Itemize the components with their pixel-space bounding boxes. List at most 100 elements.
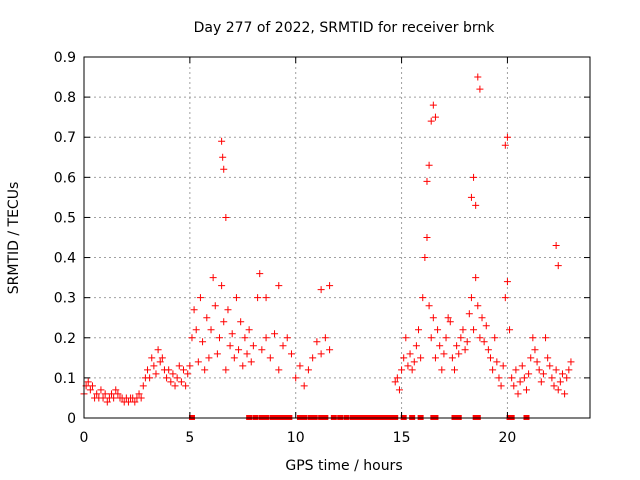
data-point: [489, 366, 497, 374]
y-tick-label: 0.5: [54, 210, 76, 226]
data-point: [465, 310, 473, 318]
y-tick-label: 0.1: [54, 371, 76, 387]
data-point: [169, 370, 177, 378]
data-point: [472, 201, 480, 209]
data-point: [419, 294, 427, 302]
x-tick-label: 20: [499, 430, 517, 446]
data-point: [522, 386, 530, 394]
data-point: [427, 334, 435, 342]
data-point: [427, 117, 435, 125]
data-point: [177, 378, 185, 386]
data-point: [408, 366, 416, 374]
data-point: [237, 318, 245, 326]
data-point: [254, 294, 262, 302]
data-point: [213, 350, 221, 358]
data-point: [470, 173, 478, 181]
y-tick-label: 0.8: [54, 90, 76, 106]
data-point: [480, 338, 488, 346]
data-point: [514, 390, 522, 398]
data-point: [218, 137, 226, 145]
data-point: [103, 398, 111, 406]
data-point: [232, 294, 240, 302]
data-point: [423, 234, 431, 241]
x-tick-label: 10: [287, 430, 305, 446]
data-point: [404, 362, 412, 370]
data-point: [457, 334, 465, 342]
data-point: [108, 390, 116, 398]
data-point: [412, 342, 420, 350]
data-point: [402, 334, 410, 342]
data-point: [423, 177, 431, 185]
data-point: [448, 354, 456, 362]
data-point: [190, 306, 198, 314]
data-point: [226, 342, 234, 350]
data-point: [222, 213, 230, 221]
data-point: [192, 326, 200, 334]
data-point: [317, 350, 325, 358]
data-point: [525, 370, 533, 378]
data-point: [86, 386, 94, 394]
data-point: [503, 278, 511, 286]
y-tick-label: 0.9: [54, 50, 76, 66]
data-point: [317, 286, 325, 294]
data-point: [531, 346, 539, 354]
data-point: [219, 153, 227, 161]
data-point: [467, 294, 475, 302]
data-point: [395, 386, 403, 394]
data-point: [184, 370, 192, 378]
data-point: [300, 382, 308, 390]
data-point: [287, 350, 295, 358]
data-point: [241, 334, 249, 342]
y-tick-label: 0.2: [54, 331, 76, 347]
data-point: [453, 342, 461, 350]
data-point: [542, 334, 550, 342]
data-point: [556, 378, 564, 386]
data-point: [154, 346, 162, 354]
data-point: [491, 334, 499, 342]
data-point: [484, 346, 492, 354]
data-point: [139, 382, 147, 390]
y-tick-label: 0.3: [54, 291, 76, 307]
data-point: [548, 374, 556, 382]
data-point: [434, 326, 442, 334]
data-point: [493, 358, 501, 366]
data-point: [256, 270, 264, 278]
data-point: [99, 394, 107, 402]
data-point: [486, 354, 494, 362]
data-point: [501, 141, 509, 149]
data-point: [209, 274, 217, 282]
data-point: [313, 338, 321, 346]
data-point: [512, 366, 520, 374]
y-tick-label: 0.6: [54, 170, 76, 186]
data-point: [508, 374, 516, 382]
data-point: [459, 326, 467, 334]
data-point: [529, 334, 537, 342]
data-point: [501, 294, 509, 302]
data-point: [228, 330, 236, 338]
data-point: [275, 282, 283, 290]
data-point: [400, 354, 408, 362]
data-points: [80, 73, 575, 406]
data-point: [326, 282, 334, 290]
data-point: [158, 354, 166, 362]
data-point: [230, 354, 238, 362]
data-point: [239, 362, 247, 370]
data-point: [283, 334, 291, 342]
data-point: [144, 366, 152, 374]
chart-title: Day 277 of 2022, SRMTID for receiver brn…: [194, 20, 496, 36]
data-point: [110, 394, 118, 402]
data-point: [196, 294, 204, 302]
y-tick-label: 0: [67, 411, 76, 427]
data-point: [446, 318, 454, 326]
data-point: [425, 161, 433, 169]
data-point: [135, 390, 143, 398]
data-point: [533, 358, 541, 366]
data-point: [516, 378, 524, 386]
data-point: [124, 398, 132, 406]
data-point: [112, 386, 120, 394]
data-point: [148, 354, 156, 362]
data-point: [518, 362, 526, 370]
data-point: [150, 362, 158, 370]
data-point: [563, 374, 571, 382]
data-point: [207, 326, 215, 334]
